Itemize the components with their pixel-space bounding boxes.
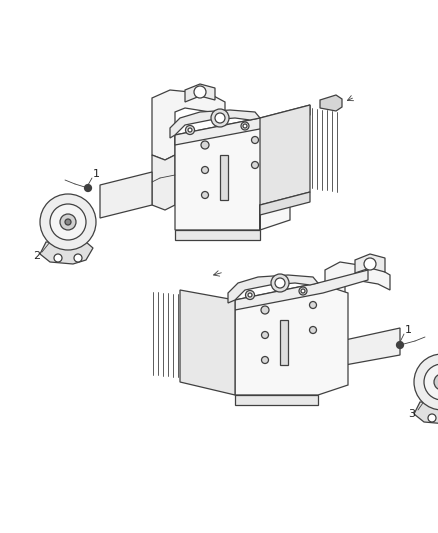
Text: 1: 1 xyxy=(405,325,411,335)
Circle shape xyxy=(60,214,76,230)
Polygon shape xyxy=(185,84,215,102)
Circle shape xyxy=(241,122,249,130)
Text: 2: 2 xyxy=(33,251,41,261)
Circle shape xyxy=(424,364,438,400)
Polygon shape xyxy=(320,95,342,111)
Polygon shape xyxy=(325,262,390,330)
Circle shape xyxy=(414,354,438,410)
Polygon shape xyxy=(40,242,93,264)
Polygon shape xyxy=(152,90,225,160)
Circle shape xyxy=(50,204,86,240)
Bar xyxy=(280,320,288,365)
Polygon shape xyxy=(235,395,318,405)
Polygon shape xyxy=(414,402,438,424)
Circle shape xyxy=(246,290,254,300)
Circle shape xyxy=(211,109,229,127)
Polygon shape xyxy=(170,110,260,138)
Circle shape xyxy=(301,289,305,293)
Polygon shape xyxy=(180,290,235,395)
Bar xyxy=(220,155,228,200)
Circle shape xyxy=(251,136,258,143)
Circle shape xyxy=(74,254,82,262)
Polygon shape xyxy=(228,275,318,303)
Polygon shape xyxy=(235,270,368,310)
Circle shape xyxy=(194,86,206,98)
Text: 3: 3 xyxy=(409,409,416,419)
Polygon shape xyxy=(175,118,290,230)
Circle shape xyxy=(434,374,438,390)
Circle shape xyxy=(248,293,252,297)
Polygon shape xyxy=(355,254,385,273)
Polygon shape xyxy=(100,172,152,218)
Circle shape xyxy=(364,258,376,270)
Circle shape xyxy=(201,191,208,198)
Circle shape xyxy=(261,306,269,314)
Polygon shape xyxy=(235,283,348,395)
Polygon shape xyxy=(152,155,175,210)
Polygon shape xyxy=(175,230,260,240)
Circle shape xyxy=(186,125,194,134)
Circle shape xyxy=(40,194,96,250)
Circle shape xyxy=(271,274,289,292)
Circle shape xyxy=(299,287,307,295)
Circle shape xyxy=(54,254,62,262)
Polygon shape xyxy=(175,105,310,145)
Circle shape xyxy=(396,342,403,349)
Circle shape xyxy=(215,113,225,123)
Circle shape xyxy=(201,166,208,174)
Circle shape xyxy=(201,141,209,149)
Circle shape xyxy=(85,184,92,191)
Circle shape xyxy=(310,327,317,334)
Circle shape xyxy=(65,219,71,225)
Polygon shape xyxy=(325,325,345,375)
Polygon shape xyxy=(345,328,400,365)
Text: 1: 1 xyxy=(92,169,99,179)
Circle shape xyxy=(261,332,268,338)
Circle shape xyxy=(251,161,258,168)
Circle shape xyxy=(428,414,436,422)
Circle shape xyxy=(243,124,247,128)
Circle shape xyxy=(275,278,285,288)
Polygon shape xyxy=(260,192,310,215)
Polygon shape xyxy=(260,105,310,230)
Circle shape xyxy=(188,128,192,132)
Circle shape xyxy=(261,357,268,364)
Circle shape xyxy=(310,302,317,309)
